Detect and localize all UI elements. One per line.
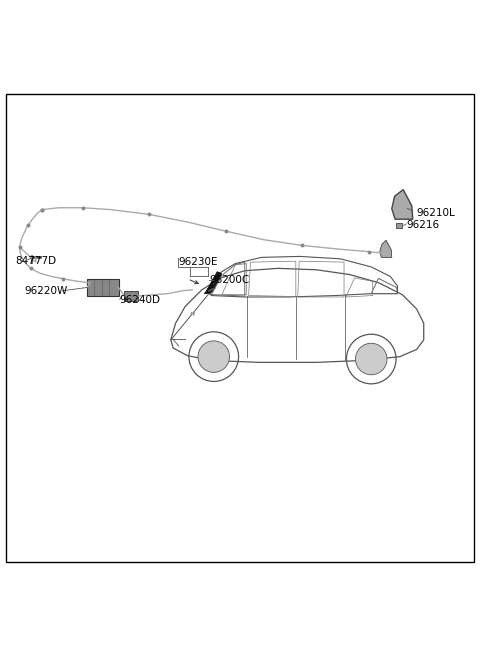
Text: 84777D: 84777D [15, 256, 56, 266]
Text: 96230E: 96230E [178, 257, 217, 267]
Polygon shape [392, 190, 413, 219]
Text: 96240D: 96240D [120, 295, 161, 305]
Circle shape [198, 341, 229, 373]
Text: 96210L: 96210L [417, 209, 456, 218]
Polygon shape [380, 240, 392, 257]
FancyBboxPatch shape [124, 291, 138, 301]
Text: 96200C: 96200C [209, 276, 249, 285]
Polygon shape [204, 272, 222, 294]
FancyBboxPatch shape [87, 279, 119, 296]
Text: 96216: 96216 [406, 220, 439, 230]
Text: 96220W: 96220W [24, 286, 68, 296]
Polygon shape [396, 223, 402, 228]
Text: H: H [190, 312, 195, 317]
Circle shape [356, 343, 387, 375]
